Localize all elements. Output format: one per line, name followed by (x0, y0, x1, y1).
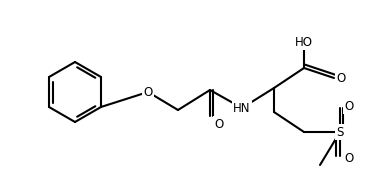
Text: O: O (344, 151, 354, 164)
Text: O: O (344, 100, 354, 112)
Text: S: S (336, 125, 344, 139)
Text: O: O (214, 118, 224, 130)
Text: HO: HO (295, 36, 313, 49)
Text: O: O (143, 86, 153, 98)
Text: HN: HN (233, 102, 251, 114)
Text: O: O (336, 72, 346, 84)
